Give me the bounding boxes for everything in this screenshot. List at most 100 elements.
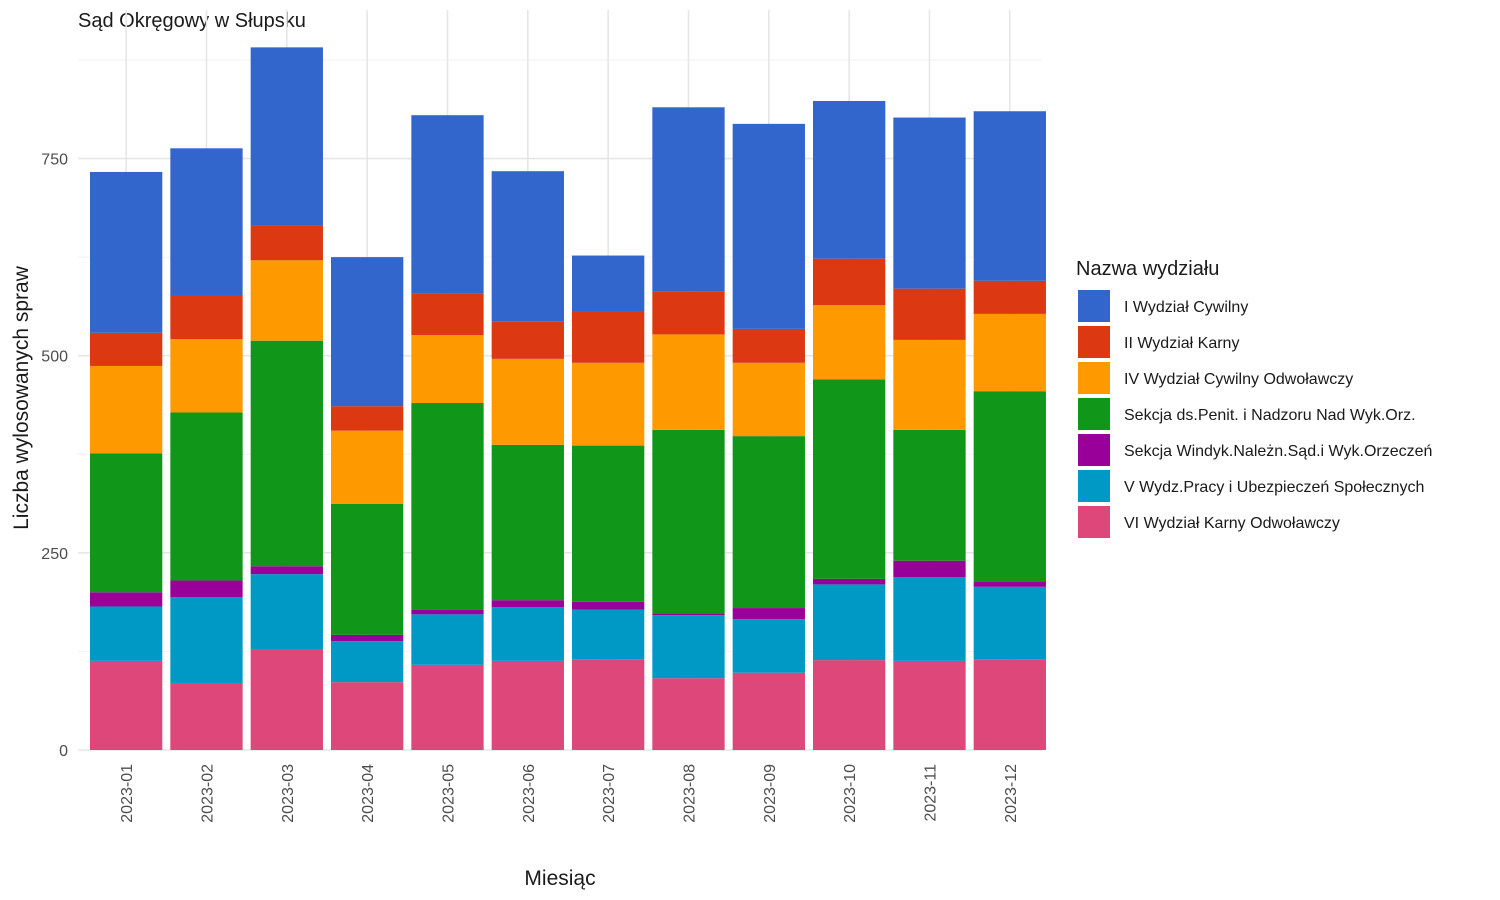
y-tick-label: 500 xyxy=(41,349,68,366)
bar-segment: 2023-03 — Sekcja Windyk.Należn.Sąd.i Wyk… xyxy=(250,566,323,575)
bar-segment: 2023-07 — V Wydz.Pracy i Ubezpieczeń Spo… xyxy=(572,609,645,660)
legend-title: Nazwa wydziału xyxy=(1076,258,1219,280)
legend-swatch xyxy=(1078,290,1110,322)
bar-segment: 2023-07 — II Wydział Karny: 65 xyxy=(572,311,645,363)
bar-segment: 2023-08 — Sekcja Windyk.Należn.Sąd.i Wyk… xyxy=(652,613,725,616)
bar-segment: 2023-01 — Sekcja Windyk.Należn.Sąd.i Wyk… xyxy=(90,592,163,607)
bar-segment: 2023-02 — IV Wydział Cywilny Odwoławczy:… xyxy=(170,339,243,413)
x-tick-label: 2023-11 xyxy=(922,764,939,822)
y-tick-label: 750 xyxy=(41,152,68,169)
bar-segment: 2023-03 — IV Wydział Cywilny Odwoławczy:… xyxy=(250,260,323,341)
bar-segment: 2023-08 — I Wydział Cywilny: 234 xyxy=(652,107,725,292)
bar-segment: 2023-05 — II Wydział Karny: 53 xyxy=(411,293,484,336)
x-tick-label: 2023-04 xyxy=(360,764,377,823)
bar-segment: 2023-04 — IV Wydział Cywilny Odwoławczy:… xyxy=(331,430,404,504)
bar-segment: 2023-05 — VI Wydział Karny Odwoławczy: 1… xyxy=(411,664,484,750)
legend: Nazwa wydziału I Wydział Cywilny II Wydzi… xyxy=(1076,258,1432,538)
bar-segment: 2023-11 — Sekcja Windyk.Należn.Sąd.i Wyk… xyxy=(893,560,966,578)
bar-segment: 2023-12 — Sekcja Windyk.Należn.Sąd.i Wyk… xyxy=(973,582,1046,587)
bar-segment: 2023-03 — I Wydział Cywilny: 226 xyxy=(250,47,323,226)
bar-segment: 2023-01 — Sekcja ds.Penit. i Nadzoru Nad… xyxy=(90,453,163,593)
legend-swatch xyxy=(1078,470,1110,502)
chart-title: Sąd Okręgowy w Słupsku xyxy=(78,10,306,32)
bar-segment: 2023-07 — Sekcja Windyk.Należn.Sąd.i Wyk… xyxy=(572,601,645,610)
bar-segment: 2023-09 — V Wydz.Pracy i Ubezpieczeń Spo… xyxy=(732,619,805,673)
bars: 2023-01 — VI Wydział Karny Odwoławczy: 1… xyxy=(90,47,1046,750)
bar-segment: 2023-11 — IV Wydział Cywilny Odwoławczy:… xyxy=(893,339,966,430)
bar-segment: 2023-12 — I Wydział Cywilny: 215 xyxy=(973,111,1046,281)
bar-segment: 2023-03 — II Wydział Karny: 44 xyxy=(250,225,323,261)
bar-segment: 2023-04 — II Wydział Karny: 31 xyxy=(331,406,404,431)
x-tick-label: 2023-05 xyxy=(440,764,457,823)
legend-entry: IV Wydział Cywilny Odwoławczy xyxy=(1124,371,1353,388)
bar-segment: 2023-02 — Sekcja Windyk.Należn.Sąd.i Wyk… xyxy=(170,580,243,598)
bar-segment: 2023-01 — II Wydział Karny: 42 xyxy=(90,332,163,366)
bar-segment: 2023-08 — V Wydz.Pracy i Ubezpieczeń Spo… xyxy=(652,615,725,679)
legend-entry: II Wydział Karny xyxy=(1124,335,1239,352)
bar-segment: 2023-06 — VI Wydział Karny Odwoławczy: 1… xyxy=(491,660,564,750)
legend-swatch xyxy=(1078,434,1110,466)
bar-segment: 2023-09 — Sekcja ds.Penit. i Nadzoru Nad… xyxy=(732,436,805,609)
bar-segment: 2023-11 — Sekcja ds.Penit. i Nadzoru Nad… xyxy=(893,429,966,561)
bar-segment: 2023-03 — VI Wydział Karny Odwoławczy: 1… xyxy=(250,649,323,750)
bar-segment: 2023-12 — Sekcja ds.Penit. i Nadzoru Nad… xyxy=(973,391,1046,583)
bar-segment: 2023-01 — VI Wydział Karny Odwoławczy: 1… xyxy=(90,660,163,750)
bar-segment: 2023-07 — I Wydział Cywilny: 71 xyxy=(572,255,645,312)
bar-segment: 2023-01 — V Wydz.Pracy i Ubezpieczeń Spo… xyxy=(90,606,163,661)
bar-segment: 2023-11 — I Wydział Cywilny: 217 xyxy=(893,117,966,289)
bar-segment: 2023-10 — Sekcja ds.Penit. i Nadzoru Nad… xyxy=(813,379,886,579)
bar-segment: 2023-09 — VI Wydział Karny Odwoławczy: 9… xyxy=(732,672,805,750)
bar-segment: 2023-11 — VI Wydział Karny Odwoławczy: 1… xyxy=(893,660,966,750)
bar-segment: 2023-10 — IV Wydział Cywilny Odwoławczy:… xyxy=(813,305,886,380)
bar-segment: 2023-02 — I Wydział Cywilny: 186 xyxy=(170,148,243,295)
bar-segment: 2023-04 — VI Wydział Karny Odwoławczy: 8… xyxy=(331,682,404,750)
legend-swatch xyxy=(1078,326,1110,358)
bar-segment: 2023-06 — Sekcja Windyk.Należn.Sąd.i Wyk… xyxy=(491,600,564,608)
bar-segment: 2023-12 — IV Wydział Cywilny Odwoławczy:… xyxy=(973,313,1046,392)
bar-segment: 2023-05 — Sekcja Windyk.Należn.Sąd.i Wyk… xyxy=(411,609,484,615)
bar-segment: 2023-04 — Sekcja Windyk.Należn.Sąd.i Wyk… xyxy=(331,634,404,642)
bar-segment: 2023-08 — II Wydział Karny: 54 xyxy=(652,291,725,335)
y-axis-label: Liczba wylosowanych spraw xyxy=(10,265,33,530)
bar-segment: 2023-03 — Sekcja ds.Penit. i Nadzoru Nad… xyxy=(250,340,323,567)
bar-segment: 2023-06 — II Wydział Karny: 47 xyxy=(491,321,564,359)
bar-segment: 2023-06 — V Wydz.Pracy i Ubezpieczeń Spo… xyxy=(491,607,564,661)
legend-entry: V Wydz.Pracy i Ubezpieczeń Społecznych xyxy=(1124,479,1424,496)
bar-segment: 2023-08 — VI Wydział Karny Odwoławczy: 9… xyxy=(652,678,725,750)
x-tick-label: 2023-08 xyxy=(681,764,698,823)
bar-segment: 2023-01 — I Wydział Cywilny: 204 xyxy=(90,171,163,333)
bar-segment: 2023-05 — V Wydz.Pracy i Ubezpieczeń Spo… xyxy=(411,614,484,665)
y-axis: 0 250 500 750 xyxy=(41,152,68,760)
bar-segment: 2023-01 — IV Wydział Cywilny Odwoławczy:… xyxy=(90,365,163,454)
bar-segment: 2023-02 — VI Wydział Karny Odwoławczy: 8… xyxy=(170,682,243,750)
bar-segment: 2023-09 — IV Wydział Cywilny Odwoławczy:… xyxy=(732,362,805,437)
bar-segment: 2023-12 — V Wydz.Pracy i Ubezpieczeń Spo… xyxy=(973,586,1046,660)
bar-segment: 2023-06 — I Wydział Cywilny: 191 xyxy=(491,171,564,322)
bar-segment: 2023-07 — VI Wydział Karny Odwoławczy: 1… xyxy=(572,659,645,750)
bar-segment: 2023-08 — IV Wydział Cywilny Odwoławczy:… xyxy=(652,334,725,430)
bar-segment: 2023-09 — II Wydział Karny: 43 xyxy=(732,328,805,363)
bar-segment: 2023-10 — II Wydział Karny: 59 xyxy=(813,258,886,306)
bar-segment: 2023-12 — II Wydział Karny: 42 xyxy=(973,280,1046,314)
y-tick-label: 250 xyxy=(41,546,68,563)
bar-segment: 2023-10 — I Wydział Cywilny: 200 xyxy=(813,100,886,259)
x-tick-label: 2023-09 xyxy=(762,764,779,823)
x-tick-label: 2023-12 xyxy=(1003,764,1020,823)
x-tick-label: 2023-06 xyxy=(521,764,538,823)
bar-segment: 2023-09 — Sekcja Windyk.Należn.Sąd.i Wyk… xyxy=(732,608,805,620)
bar-segment: 2023-04 — I Wydział Cywilny: 189 xyxy=(331,257,404,407)
bar-segment: 2023-05 — IV Wydział Cywilny Odwoławczy:… xyxy=(411,335,484,404)
bar-segment: 2023-12 — VI Wydział Karny Odwoławczy: 1… xyxy=(973,659,1046,750)
y-tick-label: 0 xyxy=(59,743,68,760)
x-tick-label: 2023-07 xyxy=(601,764,618,823)
bar-segment: 2023-08 — Sekcja ds.Penit. i Nadzoru Nad… xyxy=(652,429,725,614)
bar-segment: 2023-09 — I Wydział Cywilny: 260 xyxy=(732,123,805,329)
legend-entry: I Wydział Cywilny xyxy=(1124,299,1248,316)
bar-segment: 2023-10 — VI Wydział Karny Odwoławczy: 1… xyxy=(813,660,886,750)
bar-segment: 2023-04 — V Wydz.Pracy i Ubezpieczeń Spo… xyxy=(331,641,404,683)
bar-segment: 2023-06 — IV Wydział Cywilny Odwoławczy:… xyxy=(491,358,564,445)
bar-segment: 2023-07 — Sekcja ds.Penit. i Nadzoru Nad… xyxy=(572,445,645,602)
x-tick-label: 2023-03 xyxy=(280,764,297,823)
bar-segment: 2023-02 — Sekcja ds.Penit. i Nadzoru Nad… xyxy=(170,412,243,581)
